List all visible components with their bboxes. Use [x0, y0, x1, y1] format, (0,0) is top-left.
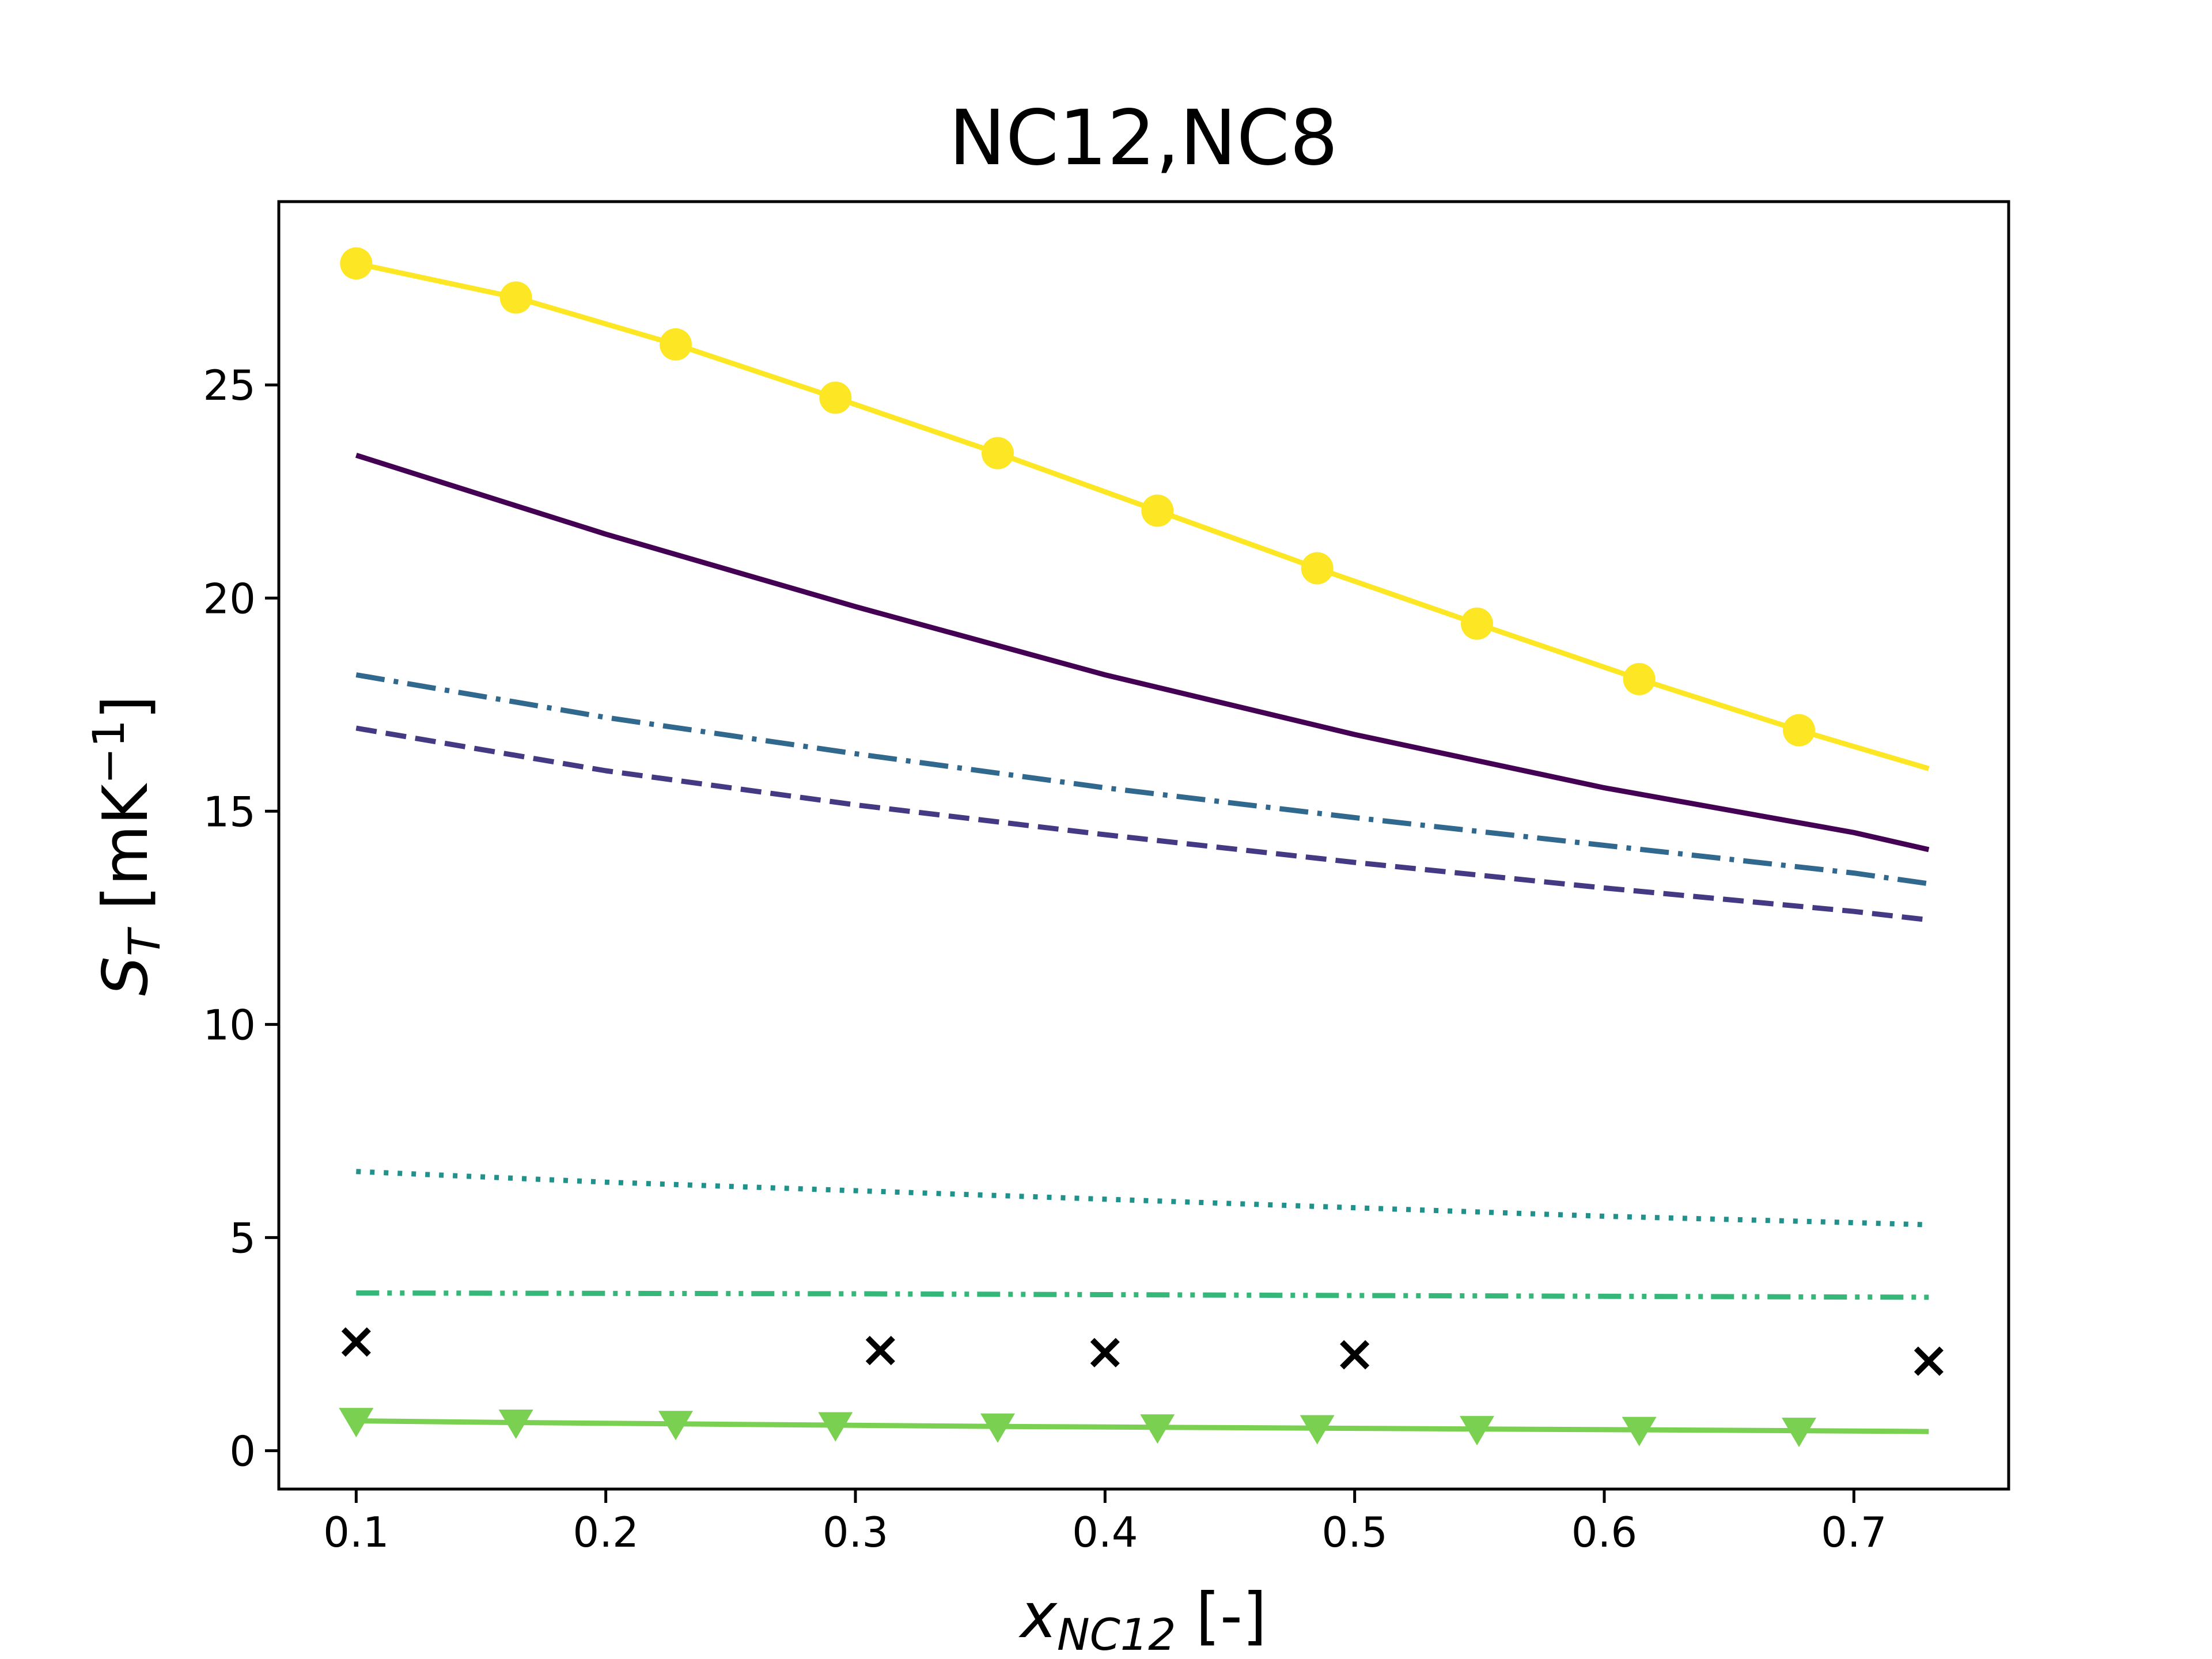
- series-0-point: [1623, 662, 1656, 695]
- series-7-point: [865, 1335, 895, 1366]
- x-tick-label: 0.2: [573, 1508, 639, 1556]
- series-0-point: [660, 328, 692, 361]
- x-tick-label: 0.6: [1571, 1508, 1638, 1556]
- series-0-point: [1301, 552, 1334, 585]
- series-6-point: [1782, 1418, 1816, 1448]
- series-1-line: [355, 453, 1930, 853]
- x-tick-label: 0.1: [323, 1508, 389, 1556]
- x-marker-stroke: [1914, 1346, 1944, 1376]
- x-tick-label: 0.4: [1072, 1508, 1138, 1556]
- series-6-point: [1300, 1415, 1335, 1445]
- y-axis-label: ST [mK−1]: [83, 695, 170, 996]
- x-marker-stroke: [1340, 1340, 1370, 1370]
- series-0-point: [340, 247, 373, 280]
- series-6-point: [980, 1413, 1015, 1443]
- series-4-line: [356, 1169, 1929, 1228]
- series-6-point: [818, 1412, 853, 1442]
- series-0-point: [1783, 714, 1815, 747]
- series-3-line: [355, 725, 1929, 923]
- series-4: [356, 1169, 1929, 1228]
- x-marker-stroke: [341, 1327, 371, 1357]
- y-tick-label: 15: [203, 787, 256, 836]
- series-5-line: [356, 1290, 1929, 1300]
- series-7: [341, 1327, 1944, 1376]
- series-6-point: [658, 1411, 693, 1441]
- series-3: [355, 725, 1929, 923]
- x-tick-label: 0.5: [1321, 1508, 1388, 1556]
- y-tick-label: 25: [203, 361, 256, 410]
- plot-frame: [277, 200, 2010, 1491]
- series-6-point: [1140, 1414, 1175, 1444]
- series-7-point: [341, 1327, 371, 1357]
- series-1: [355, 453, 1930, 853]
- series-layer: [339, 247, 1944, 1448]
- series-6-point: [1622, 1416, 1657, 1446]
- chart-title: NC12,NC8: [949, 94, 1338, 183]
- series-7-point: [1914, 1346, 1944, 1376]
- y-tick-label: 20: [203, 574, 256, 623]
- series-0-point: [819, 381, 852, 414]
- series-5: [356, 1290, 1929, 1300]
- series-2-line: [355, 672, 1929, 887]
- x-ticks: 0.1 0.2 0.3 0.4 0.5 0.6 0.7: [323, 1489, 1887, 1556]
- x-axis-label: xNC12 [-]: [1018, 1580, 1267, 1659]
- series-7-point: [1090, 1338, 1120, 1368]
- y-tick-label: 5: [229, 1214, 256, 1262]
- series-0-point: [1141, 494, 1174, 527]
- x-marker-stroke: [865, 1335, 895, 1366]
- series-6-point: [339, 1408, 374, 1438]
- x-marker-stroke: [1090, 1338, 1120, 1368]
- series-0-point: [499, 281, 532, 314]
- series-0-point: [982, 437, 1014, 469]
- series-6: [339, 1408, 1929, 1448]
- y-tick-label: 10: [203, 1001, 256, 1049]
- series-6-point: [1460, 1416, 1494, 1446]
- series-2: [355, 672, 1929, 887]
- series-6-line: [356, 1418, 1929, 1434]
- series-6-point: [498, 1410, 533, 1440]
- y-ticks: 0 5 10 15 20 25: [203, 361, 279, 1475]
- x-tick-label: 0.3: [823, 1508, 889, 1556]
- series-0-point: [1461, 607, 1493, 640]
- series-7-point: [1340, 1340, 1370, 1370]
- y-tick-label: 0: [229, 1427, 256, 1475]
- x-tick-label: 0.7: [1821, 1508, 1887, 1556]
- series-0: [340, 247, 1930, 771]
